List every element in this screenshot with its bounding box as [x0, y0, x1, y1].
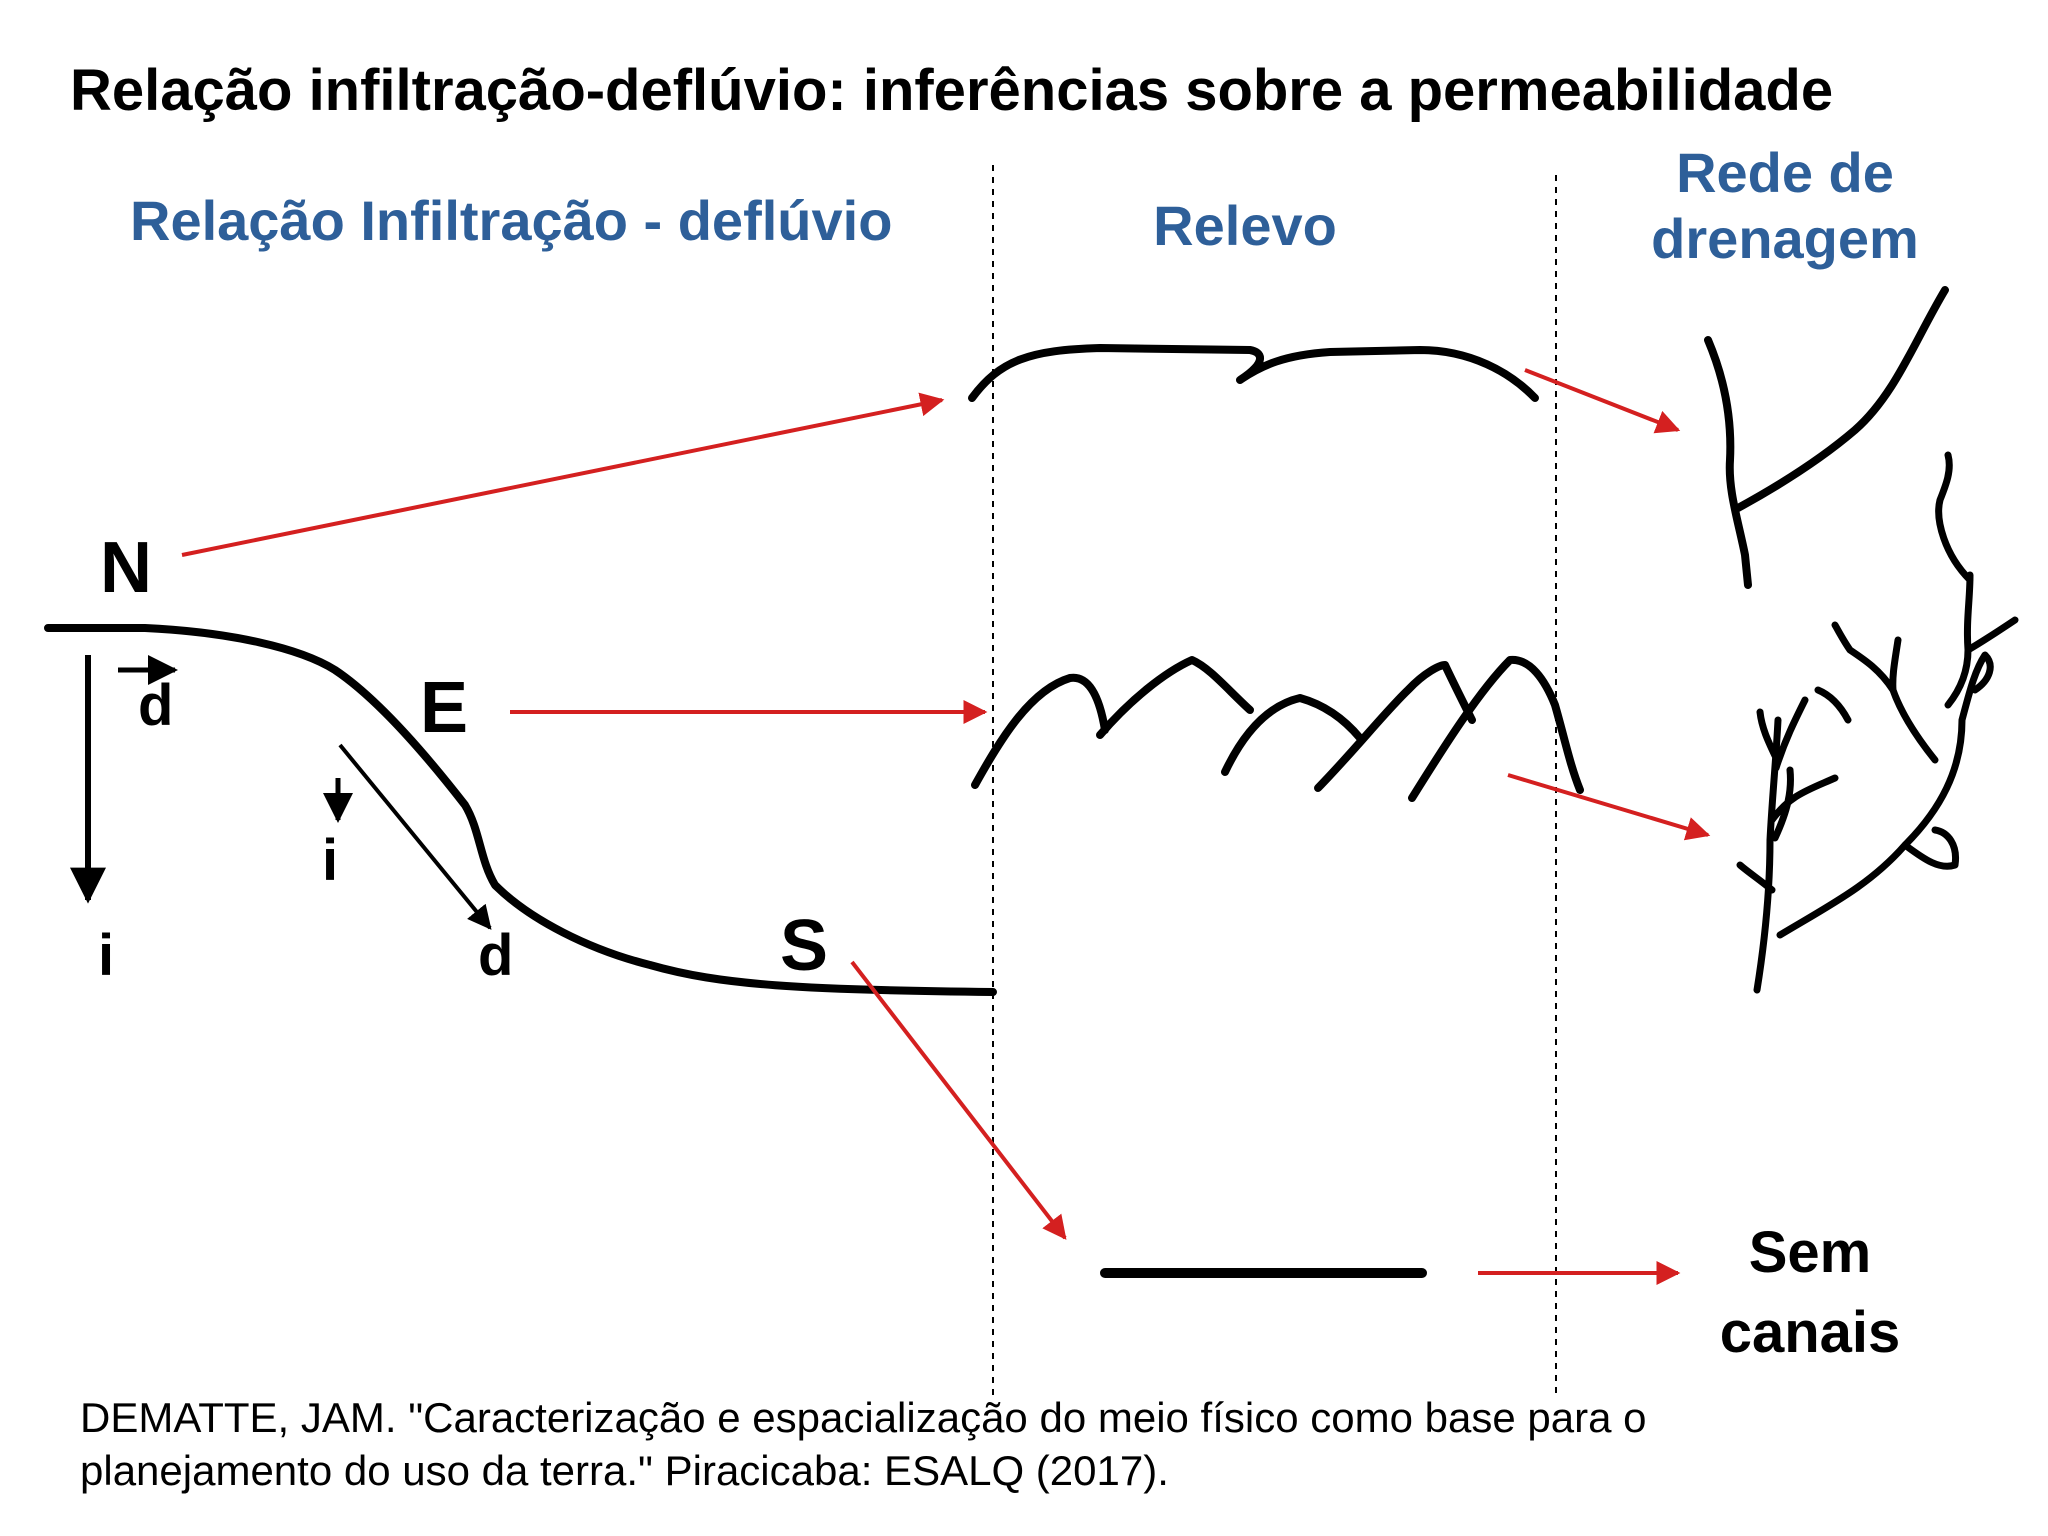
label-i-slope: i — [322, 828, 338, 893]
label-d-slope: d — [478, 923, 513, 988]
arrow-relief-to-drainage-mid — [1507, 773, 1711, 841]
relief-gentle — [968, 344, 1539, 402]
label-d-top: d — [138, 673, 173, 738]
page-title: Relação infiltração-deflúvio: inferência… — [70, 58, 1833, 123]
drainage-sparse — [1704, 286, 1949, 589]
label-s: S — [780, 906, 828, 986]
label-i-left: i — [98, 923, 114, 988]
no-channels-line1: Sem — [1749, 1220, 1872, 1285]
arrow-relief-to-drainage-top — [1524, 368, 1681, 434]
no-channels-line2: canais — [1720, 1300, 1901, 1365]
drainage-dense — [1736, 451, 2019, 994]
relief-undulating — [971, 655, 1584, 802]
arrow-n-to-relief — [181, 392, 945, 557]
label-e: E — [420, 668, 468, 748]
heading-relief: Relevo — [1153, 194, 1337, 257]
heading-drainage-line1: Rede de — [1676, 141, 1894, 204]
arrow-s-to-relief — [850, 960, 1067, 1240]
heading-drainage-line2: drenagem — [1651, 207, 1919, 270]
slope-profile-curve — [44, 624, 997, 996]
citation-line1: DEMATTE, JAM. "Caracterização e espacial… — [80, 1394, 1646, 1441]
label-n: N — [100, 528, 152, 608]
heading-infiltration: Relação Infiltração - deflúvio — [130, 189, 892, 252]
runoff-arrow-slope — [338, 743, 492, 930]
citation-line2: planejamento do uso da terra." Piracicab… — [80, 1447, 1169, 1494]
